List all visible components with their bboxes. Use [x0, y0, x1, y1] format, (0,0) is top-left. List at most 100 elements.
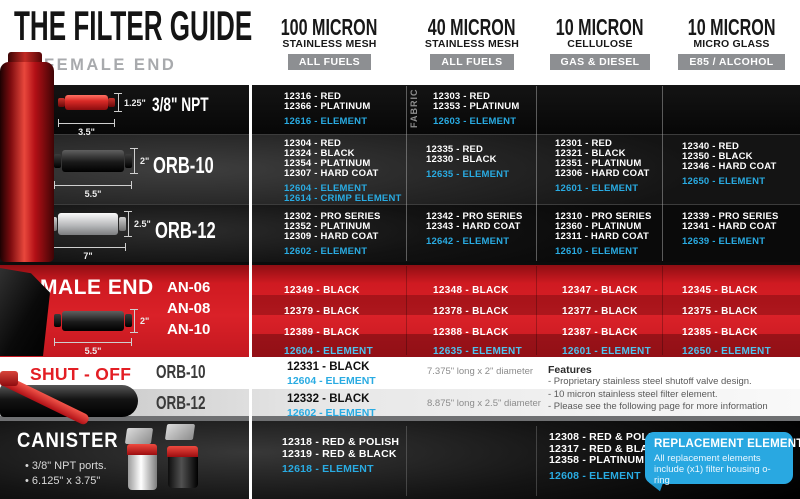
- part-number: 12347 - BLACK: [562, 285, 638, 296]
- part-number: 12318 - RED & POLISH: [282, 436, 400, 448]
- filter-end-cap: [58, 98, 65, 107]
- part-number: 12316 - RED: [284, 91, 342, 102]
- row-label-an08: AN-08: [167, 300, 211, 317]
- part-number: 12349 - BLACK: [284, 285, 360, 296]
- column-header-100-micron: 100 MICRON STAINLESS MESH ALL FUELS: [252, 15, 407, 70]
- element-part-number: 12601 - ELEMENT: [562, 346, 651, 357]
- element-cell: 12650 - ELEMENT: [663, 341, 800, 359]
- element-part-number: 12614 - CRIMP ELEMENT: [284, 193, 402, 204]
- part-number: 12321 - BLACK: [555, 148, 626, 159]
- row-label-orb10: ORB-10: [156, 362, 206, 382]
- column-headers: 100 MICRON STAINLESS MESH ALL FUELS 40 M…: [252, 15, 800, 70]
- dimension-label: 1.25": [124, 97, 146, 108]
- media-type: STAINLESS MESH: [282, 38, 377, 50]
- element-part-number: 12635 - ELEMENT: [426, 169, 510, 180]
- replacement-elements-callout: REPLACEMENT ELEMENTS All replacement ele…: [645, 432, 800, 486]
- shut-off-heading: SHUT - OFF: [30, 364, 132, 384]
- fuel-badge: ALL FUELS: [287, 54, 372, 70]
- row-label-orb12: ORB-12: [155, 217, 216, 243]
- part-number: 12388 - BLACK: [433, 327, 509, 338]
- column-divider: [536, 426, 537, 496]
- shutoff-valve-knob: [0, 371, 18, 386]
- feature-item: - 10 micron stainless steel filter eleme…: [548, 388, 718, 400]
- height-dimension: 1.25": [114, 93, 146, 112]
- element-part-number: 12604 - ELEMENT: [284, 183, 368, 194]
- parts-cell: 12388 - BLACK: [407, 322, 537, 340]
- dimension-label: 3.5": [78, 127, 95, 137]
- features-block: Features - Proprietary stainless steel s…: [548, 364, 768, 414]
- part-number: 12332 - BLACK: [287, 393, 370, 405]
- dimension-label: 2.5": [134, 219, 151, 229]
- element-part-number: 12602 - ELEMENT: [287, 407, 376, 419]
- filter-end-cap: [125, 154, 132, 168]
- height-dimension: 2.5": [124, 211, 151, 237]
- filter-end-cap: [54, 154, 61, 168]
- row-label-an06: AN-06: [167, 279, 211, 296]
- part-number: 12308 - RED & POLISH: [549, 431, 667, 443]
- parts-cell: 12318 - RED & POLISH 12319 - RED & BLACK …: [252, 436, 407, 476]
- parts-cell: 12349 - BLACK: [252, 280, 407, 298]
- callout-body: All replacement elements include (x1) fi…: [654, 453, 771, 486]
- female-row-orb10: 2" 5.5" ORB-10 12304 - RED 12324 - BLACK 1…: [0, 135, 800, 205]
- parts-cell: 12345 - BLACK: [663, 280, 800, 298]
- part-number: 12389 - BLACK: [284, 327, 360, 338]
- polished-canister-photo: [128, 455, 157, 490]
- part-number: 12378 - BLACK: [433, 306, 509, 317]
- row-label-orb12: ORB-12: [156, 393, 206, 413]
- callout-heading: REPLACEMENT ELEMENTS: [654, 438, 800, 450]
- element-part-number: 12602 - ELEMENT: [284, 246, 368, 257]
- filter-body: [65, 95, 108, 110]
- part-number: 12317 - RED & BLACK: [549, 442, 664, 455]
- fuel-badge: ALL FUELS: [430, 54, 514, 70]
- part-number: 12343 - HARD COAT: [426, 221, 521, 232]
- part-number: 12348 - BLACK: [433, 285, 509, 296]
- canister-heading: CANISTER: [17, 429, 119, 452]
- label-column-divider: [249, 85, 252, 499]
- parts-cell: 12342 - PRO SERIES 12343 - HARD COAT 1264…: [407, 212, 537, 247]
- parts-cell: 12308 - RED & POLISH 12317 - RED & BLACK 1…: [537, 431, 667, 482]
- element-part-number: 12604 - ELEMENT: [284, 346, 373, 357]
- male-filter-photo: 2" 5.5": [54, 309, 149, 356]
- dimension-label: 5.5": [84, 189, 102, 199]
- parts-cell: 12339 - PRO SERIES 12341 - HARD COAT 1263…: [663, 212, 800, 247]
- parts-cell: 12375 - BLACK: [663, 301, 800, 319]
- element-part-number: 12616 - ELEMENT: [284, 116, 368, 127]
- part-number: 12352 - PLATINUM: [284, 221, 371, 232]
- part-number: 12342 - PRO SERIES: [426, 211, 523, 222]
- part-number: 12340 - RED: [682, 141, 740, 152]
- micron-rating: 40 MICRON: [428, 14, 516, 40]
- row-label-npt: 3/8" NPT: [152, 95, 209, 116]
- part-number: 12307 - HARD COAT: [284, 168, 379, 179]
- column-header-10-micron-microglass: 10 MICRON MICRO GLASS E85 / ALCOHOL: [663, 15, 800, 70]
- orb12-filter-photo: 2.5" 7": [50, 211, 151, 261]
- row-label-an10: AN-10: [167, 321, 211, 338]
- micron-rating: 100 MICRON: [281, 14, 378, 40]
- media-type: CELLULOSE: [567, 38, 633, 50]
- column-divider: [536, 266, 537, 355]
- parts-cell: 12389 - BLACK: [252, 322, 407, 340]
- height-dimension: 2": [130, 309, 149, 333]
- column-divider: [406, 426, 407, 496]
- width-dimension: 7": [50, 243, 126, 261]
- row-label-orb10: ORB-10: [153, 152, 214, 178]
- part-number: 12302 - PRO SERIES: [284, 211, 381, 222]
- element-cell: 12601 - ELEMENT: [537, 341, 663, 359]
- part-number: 12319 - RED & BLACK: [282, 447, 397, 460]
- size-description: 8.875" long x 2.5" diameter: [427, 398, 541, 409]
- canister-cap-photo: [127, 444, 157, 455]
- element-part-number: 12639 - ELEMENT: [682, 236, 766, 247]
- black-canister-photo: [168, 457, 198, 488]
- part-number: 12303 - RED: [433, 91, 491, 102]
- part-number: 12301 - RED: [555, 138, 613, 149]
- column-header-40-micron: 40 MICRON STAINLESS MESH ALL FUELS: [407, 15, 537, 70]
- column-divider: [662, 86, 663, 261]
- spec-bullet: • 3/8" NPT ports.: [25, 460, 107, 472]
- part-number: 12351 - PLATINUM: [555, 158, 642, 169]
- element-part-number: 12650 - ELEMENT: [682, 346, 771, 357]
- part-number: 12306 - HARD COAT: [555, 168, 650, 179]
- parts-cell: 12348 - BLACK: [407, 280, 537, 298]
- column-divider: [406, 86, 407, 261]
- element-part-number: 12642 - ELEMENT: [426, 236, 510, 247]
- orb10-filter-photo: 2" 5.5": [54, 148, 149, 199]
- female-row-npt: 1.25" 3.5" 3/8" NPT FABRIC 12316 - RED 12…: [0, 85, 800, 137]
